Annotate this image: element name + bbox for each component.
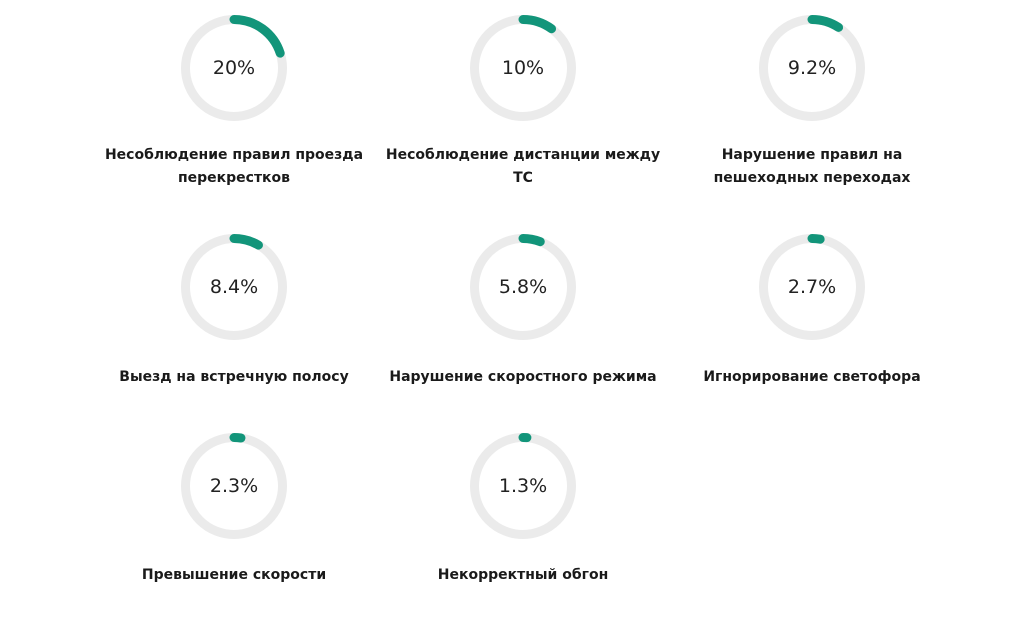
donut-arc-1 (470, 15, 576, 121)
donut-ring-2: 9.2% (758, 14, 866, 122)
donut-value-7: 1.3% (498, 475, 548, 497)
donut-label-3: Выезд на встречную полосу (119, 369, 349, 385)
donut-label-7: Некорректный обгон (437, 567, 609, 583)
donut-arc-3 (181, 234, 287, 340)
donut-label-2: Нарушение правил на пешеходных переходах (713, 147, 911, 186)
donut-card-5: 2.7% Игнорирование светофора (667, 233, 957, 433)
donut-card-1: 10% Несоблюдение дистанции между ТС (378, 14, 668, 214)
donut-chart-5 (759, 234, 865, 340)
donut-chart-2 (759, 15, 865, 121)
donut-chart-0 (181, 15, 287, 121)
donut-card-2: 9.2% Нарушение правил на пешеходных пере… (667, 14, 957, 214)
donut-label-4: Нарушение скоростного режима (389, 369, 657, 385)
donut-card-7: 1.3% Некорректный обгон (378, 432, 668, 632)
donut-chart-4 (470, 234, 576, 340)
donut-value-0: 20% (212, 57, 256, 79)
donut-chart-3 (181, 234, 287, 340)
donut-card-4: 5.8% Нарушение скоростного режима (378, 233, 668, 433)
donut-ring-1: 10% (469, 14, 577, 122)
donut-card-6: 2.3% Превышение скорости (89, 432, 379, 632)
donut-value-2: 9.2% (787, 57, 837, 79)
donut-arc-6 (181, 433, 287, 539)
donut-ring-3: 8.4% (180, 233, 288, 341)
donut-arc-0 (181, 15, 287, 121)
donut-ring-5: 2.7% (758, 233, 866, 341)
donut-chart-7 (470, 433, 576, 539)
donut-value-3: 8.4% (209, 276, 259, 298)
donut-ring-4: 5.8% (469, 233, 577, 341)
donut-value-5: 2.7% (787, 276, 837, 298)
donut-chart-1 (470, 15, 576, 121)
donut-label-5: Игнорирование светофора (703, 369, 921, 385)
donut-value-6: 2.3% (209, 475, 259, 497)
donut-arc-5 (759, 234, 865, 340)
donut-label-6: Превышение скорости (141, 567, 327, 583)
donut-card-3: 8.4% Выезд на встречную полосу (89, 233, 379, 433)
donut-arc-2 (759, 15, 865, 121)
donut-ring-6: 2.3% (180, 432, 288, 540)
donut-ring-0: 20% (180, 14, 288, 122)
donut-arc-7 (470, 433, 576, 539)
donut-arc-4 (470, 234, 576, 340)
donut-label-1: Несоблюдение дистанции между ТС (385, 147, 661, 186)
donut-card-0: 20% Несоблюдение правил проезда перекрес… (89, 14, 379, 214)
donut-chart-6 (181, 433, 287, 539)
donut-value-1: 10% (501, 57, 545, 79)
donut-label-0: Несоблюдение правил проезда перекрестков (104, 147, 364, 186)
donut-ring-7: 1.3% (469, 432, 577, 540)
donut-value-4: 5.8% (498, 276, 548, 298)
